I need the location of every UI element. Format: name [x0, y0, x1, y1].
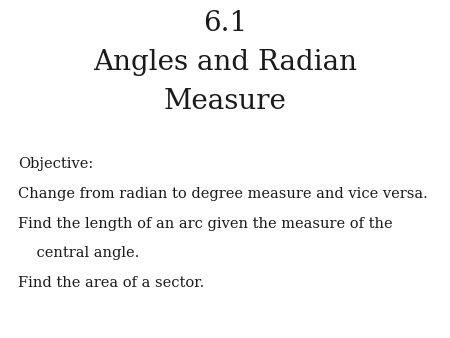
- Text: Angles and Radian: Angles and Radian: [93, 49, 357, 76]
- Text: Find the length of an arc given the measure of the: Find the length of an arc given the meas…: [18, 217, 392, 231]
- Text: 6.1: 6.1: [203, 10, 247, 37]
- Text: Change from radian to degree measure and vice versa.: Change from radian to degree measure and…: [18, 187, 428, 201]
- Text: Measure: Measure: [163, 88, 287, 115]
- Text: central angle.: central angle.: [18, 246, 139, 260]
- Text: Objective:: Objective:: [18, 157, 93, 171]
- Text: Find the area of a sector.: Find the area of a sector.: [18, 276, 204, 290]
